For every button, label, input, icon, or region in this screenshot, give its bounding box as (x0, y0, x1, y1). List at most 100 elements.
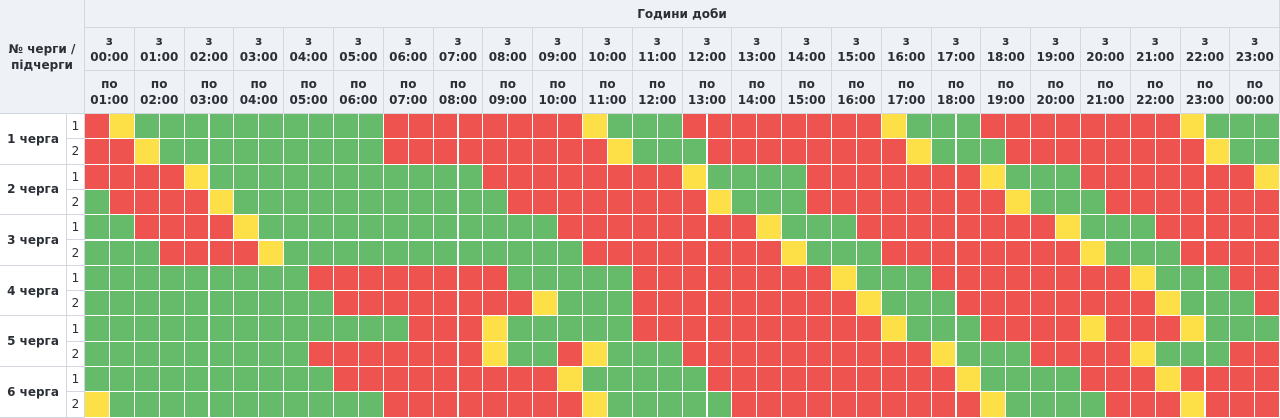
schedule-cell (657, 265, 683, 292)
schedule-cell (1155, 139, 1181, 165)
schedule-cell (981, 164, 1007, 190)
schedule-cell (657, 240, 683, 266)
hour-from-word: з (952, 34, 960, 48)
hour-to-word: по (449, 77, 467, 91)
schedule-cell (383, 164, 409, 190)
hour-from-cell: з 20:00 (1081, 28, 1131, 71)
schedule-cell (832, 114, 857, 140)
schedule-cell (732, 139, 758, 165)
schedule-cell (981, 189, 1007, 216)
schedule-cell (807, 316, 832, 342)
schedule-cell (558, 240, 583, 266)
hour-from-cell: з 18:00 (981, 28, 1032, 71)
hour-to-word: по (897, 77, 915, 91)
subqueue-label-text: 2 (71, 346, 80, 361)
hour-from-cell: з 00:00 (85, 28, 135, 71)
schedule-cell (284, 367, 310, 393)
schedule-cell (109, 316, 135, 342)
schedule-cell (408, 367, 434, 393)
hour-from-cell: з 21:00 (1130, 28, 1181, 71)
schedule-cell (956, 215, 982, 241)
schedule-cell (906, 139, 932, 165)
hour-from-cell: з 03:00 (234, 28, 285, 71)
schedule-cell (1105, 316, 1131, 342)
hour-to-cell: по 20:00 (1031, 71, 1081, 114)
schedule-cell (408, 316, 434, 342)
schedule-cell (259, 265, 285, 292)
schedule-cell (483, 392, 509, 418)
hour-to-time: 14:00 (737, 93, 776, 107)
schedule-cell (159, 367, 185, 393)
schedule-cell (807, 189, 832, 216)
schedule-cell (358, 392, 384, 418)
schedule-cell (881, 265, 907, 292)
schedule-cell (234, 164, 260, 190)
schedule-cell (682, 139, 708, 165)
hour-from-word: з (852, 34, 860, 48)
schedule-cell (583, 164, 608, 190)
schedule-cell (109, 367, 135, 393)
schedule-cell (284, 341, 310, 367)
schedule-cell (408, 240, 434, 266)
schedule-cell (259, 189, 285, 216)
hour-to-word: по (499, 77, 517, 91)
schedule-cell (1031, 114, 1057, 140)
schedule-cell (1056, 189, 1081, 216)
schedule-cell (1081, 392, 1106, 418)
schedule-cell (1205, 164, 1231, 190)
schedule-cell (757, 114, 783, 140)
hour-from-cell: з 14:00 (782, 28, 832, 71)
hour-to-cell: по 19:00 (981, 71, 1032, 114)
row-header-cell: № черги / підчерги (0, 0, 85, 114)
hour-from-cell: з 04:00 (284, 28, 334, 71)
schedule-cell (782, 392, 808, 418)
schedule-cell (309, 139, 334, 165)
hour-from-time: 19:00 (1036, 50, 1075, 64)
schedule-cell (1006, 215, 1032, 241)
hour-from-word: з (155, 34, 163, 48)
schedule-cell (1255, 189, 1280, 216)
schedule-cell (483, 164, 509, 190)
schedule-cell (408, 215, 434, 241)
schedule-cell (657, 164, 683, 190)
schedule-cell (85, 114, 110, 140)
schedule-cell (284, 139, 310, 165)
schedule-cell (657, 341, 683, 367)
schedule-cell (284, 265, 310, 292)
schedule-cell (1230, 114, 1256, 140)
schedule-cell (1130, 392, 1156, 418)
schedule-cell (1081, 189, 1106, 216)
schedule-cell (234, 215, 260, 241)
queue-label: 2 черга (0, 164, 67, 216)
schedule-cell (184, 240, 210, 266)
schedule-cell (209, 367, 235, 393)
schedule-cell (981, 265, 1007, 292)
schedule-cell (458, 392, 484, 418)
schedule-cell (657, 114, 683, 140)
schedule-cell (458, 265, 484, 292)
schedule-cell (558, 341, 583, 367)
schedule-cell (458, 114, 484, 140)
schedule-cell (309, 392, 334, 418)
schedule-cell (508, 265, 534, 292)
schedule-cell (832, 215, 857, 241)
schedule-cell (1081, 265, 1106, 292)
schedule-cell (856, 367, 882, 393)
hour-from-time: 23:00 (1235, 50, 1274, 64)
schedule-cell (1105, 291, 1131, 317)
schedule-cell (184, 189, 210, 216)
schedule-cell (1230, 341, 1256, 367)
hour-from-cell: з 17:00 (931, 28, 982, 71)
hour-from-word: з (454, 34, 462, 48)
schedule-cell (682, 392, 708, 418)
schedule-cell (732, 392, 758, 418)
schedule-cell (134, 316, 160, 342)
schedule-cell (906, 341, 932, 367)
schedule-cell (906, 265, 932, 292)
schedule-cell (234, 240, 260, 266)
schedule-cell (109, 240, 135, 266)
schedule-cell (757, 265, 783, 292)
hour-from-word: з (255, 34, 263, 48)
hour-to-time: 00:00 (1235, 93, 1274, 107)
hour-from-time: 15:00 (837, 50, 876, 64)
